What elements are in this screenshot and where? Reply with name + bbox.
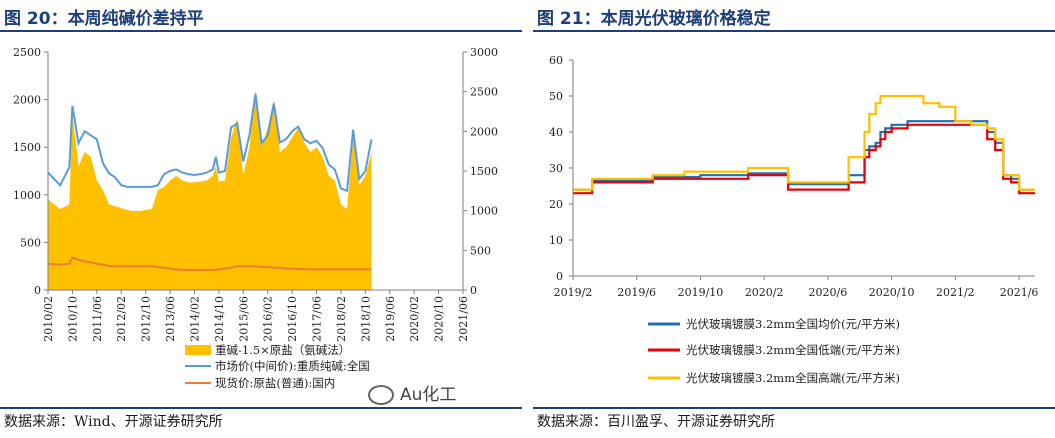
wechat-icon <box>368 385 394 405</box>
legend-label-salt: 现货价:原盐(普通):国内 <box>215 376 335 390</box>
x-tick-label: 2014/02 <box>188 296 201 342</box>
figure-21: 图 21：本周光伏玻璃价格稳定 0 10 20 30 40 50 60 2019/2 2019/… <box>533 0 1055 438</box>
source-divider <box>533 407 1055 409</box>
x-tick-label: 2021/6 <box>1000 286 1039 299</box>
x-tick-label: 2018/02 <box>335 296 348 342</box>
legend-low-label: 光伏玻璃镀膜3.2mm全国低端(元/平方米) <box>686 343 900 357</box>
x-tick-label: 2020/10 <box>433 296 446 342</box>
y-tick-label-right: 3000 <box>470 46 498 59</box>
y-tick-label: 10 <box>549 234 563 247</box>
y-tick-label-right: 0 <box>470 284 477 297</box>
x-tick-label: 2020/6 <box>809 286 848 299</box>
y-tick-label-right: 1000 <box>470 205 498 218</box>
x-tick-label: 2020/02 <box>408 296 421 342</box>
source-note: 数据来源：Wind、开源证券研究所 <box>4 414 223 430</box>
x-tick-label: 2019/10 <box>678 286 724 299</box>
y-tick-label: 30 <box>549 162 563 175</box>
x-tick-label: 2021/2 <box>936 286 975 299</box>
figure-title: 图 20：本周纯碱价差持平 <box>4 9 204 29</box>
y-tick-label: 50 <box>549 90 563 103</box>
x-tick-label: 2011/06 <box>91 296 104 342</box>
soda-ash-spread-chart: 0 500 1000 1500 2000 2500 0 500 1000 1500 2000 2500… <box>13 46 498 390</box>
legend-swatch-spread <box>185 345 211 355</box>
x-tick-label: 2016/02 <box>262 296 275 342</box>
x-tick-label: 2020/10 <box>869 286 915 299</box>
source-note: 数据来源：百川盈孚、开源证券研究所 <box>537 414 775 430</box>
y-tick-label-right: 1500 <box>470 165 498 178</box>
plot-area <box>573 60 1035 276</box>
x-tick-label: 2015/06 <box>237 296 250 342</box>
pv-glass-price-chart: 0 10 20 30 40 50 60 2019/2 2019/6 2019/10 2020/2 20… <box>549 54 1039 385</box>
watermark: Au化工 <box>368 380 456 405</box>
y-tick-label-right: 2500 <box>470 86 498 99</box>
y-tick-label-left: 1500 <box>13 141 41 154</box>
legend-label-market: 市场价(中间价):重质纯碱:全国 <box>215 359 370 373</box>
x-tick-label: 2019/6 <box>617 286 656 299</box>
x-tick-label: 2012/02 <box>115 296 128 342</box>
figure-20: 图 20：本周纯碱价差持平 0 500 1000 1500 2000 2500 0 500 10… <box>0 0 522 438</box>
figure-title: 图 21：本周光伏玻璃价格稳定 <box>537 9 771 29</box>
y-tick-label: 20 <box>549 198 563 211</box>
source-divider <box>0 407 522 409</box>
x-tick-label: 2019/06 <box>384 296 397 342</box>
x-tick-label: 2013/06 <box>164 296 177 342</box>
legend-average-label: 光伏玻璃镀膜3.2mm全国均价(元/平方米) <box>686 317 900 331</box>
y-tick-label-left: 0 <box>34 284 41 297</box>
y-tick-label: 60 <box>549 54 563 67</box>
series-line-market-price <box>47 93 373 193</box>
x-tick-label: 2017/06 <box>311 296 324 342</box>
series-line-salt-price <box>47 256 372 272</box>
y-tick-label-right: 2000 <box>470 125 498 138</box>
x-tick-label: 2016/10 <box>286 296 299 342</box>
y-tick-label: 0 <box>556 270 563 283</box>
series-line-high <box>573 94 1035 191</box>
x-tick-label: 2014/10 <box>213 296 226 342</box>
watermark-text: Au化工 <box>400 385 457 405</box>
series-line-low <box>573 123 1035 195</box>
title-divider <box>533 30 1055 32</box>
x-tick-label: 2012/10 <box>140 296 153 342</box>
legend-high-label: 光伏玻璃镀膜3.2mm全国高端(元/平方米) <box>686 371 900 385</box>
x-tick-label: 2019/2 <box>554 286 593 299</box>
x-tick-label: 2021/06 <box>457 296 470 342</box>
x-tick-label: 2018/10 <box>359 296 372 342</box>
x-tick-label: 2010/02 <box>42 296 55 342</box>
series-area-spread <box>48 90 372 290</box>
y-tick-label: 40 <box>549 126 563 139</box>
y-tick-label-left: 2000 <box>13 94 41 107</box>
x-tick-label: 2020/2 <box>745 286 784 299</box>
y-tick-label-left: 500 <box>20 236 41 249</box>
y-tick-label-left: 1000 <box>13 189 41 202</box>
x-tick-label: 2010/10 <box>66 296 79 342</box>
y-tick-label-right: 500 <box>470 244 491 257</box>
legend-label-spread: 重碱-1.5×原盐（氨碱法） <box>215 343 350 357</box>
title-divider <box>0 30 522 32</box>
y-tick-label-left: 2500 <box>13 46 41 59</box>
